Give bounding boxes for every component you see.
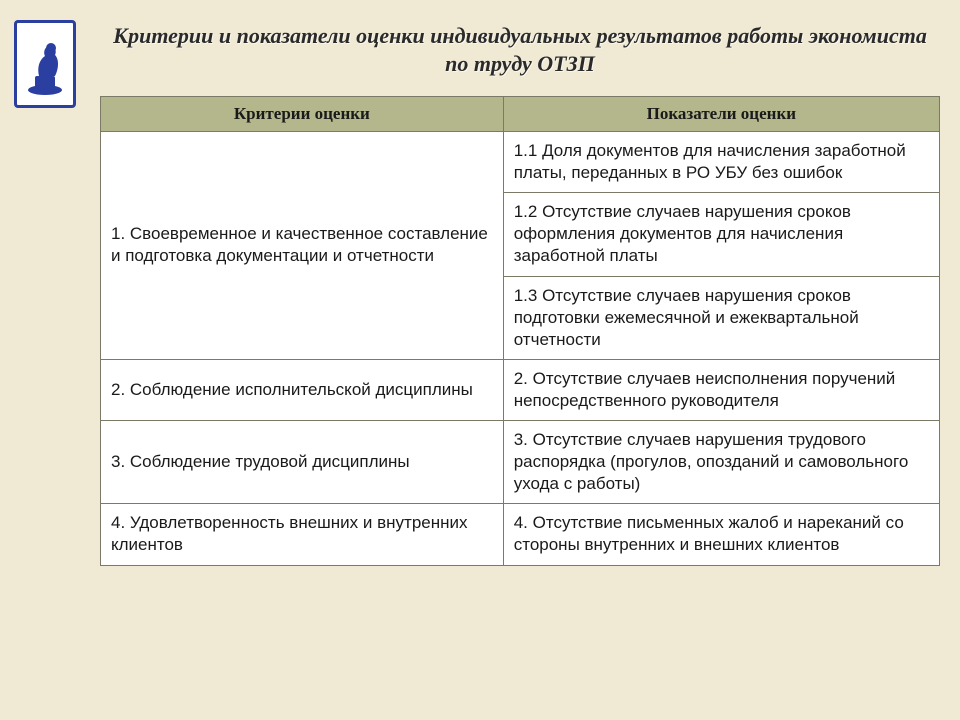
indicator-cell: 1.3 Отсутствие случаев нарушения сроков …: [503, 276, 939, 359]
indicator-cell: 3. Отсутствие случаев нарушения трудовог…: [503, 421, 939, 504]
table-row: 1. Своевременное и качественное составле…: [101, 132, 940, 193]
col-header-indicators: Показатели оценки: [503, 97, 939, 132]
indicator-cell: 4. Отсутствие письменных жалоб и нарекан…: [503, 504, 939, 565]
criterion-cell: 3. Соблюдение трудовой дисциплины: [101, 421, 504, 504]
table-row: 3. Соблюдение трудовой дисциплины 3. Отс…: [101, 421, 940, 504]
indicator-cell: 2. Отсутствие случаев неисполнения поруч…: [503, 359, 939, 420]
page-title: Критерии и показатели оценки индивидуаль…: [100, 22, 940, 77]
table-row: 4. Удовлетворенность внешних и внутренни…: [101, 504, 940, 565]
table-row: 2. Соблюдение исполнительской дисциплины…: [101, 359, 940, 420]
criterion-cell: 4. Удовлетворенность внешних и внутренни…: [101, 504, 504, 565]
table-header-row: Критерии оценки Показатели оценки: [101, 97, 940, 132]
thinker-statue-icon: [25, 32, 65, 96]
criteria-table-container: Критерии оценки Показатели оценки 1. Сво…: [100, 96, 940, 566]
indicator-cell: 1.1 Доля документов для начисления зараб…: [503, 132, 939, 193]
logo: [14, 20, 76, 108]
col-header-criteria: Критерии оценки: [101, 97, 504, 132]
criterion-cell: 2. Соблюдение исполнительской дисциплины: [101, 359, 504, 420]
criteria-table: Критерии оценки Показатели оценки 1. Сво…: [100, 96, 940, 566]
indicator-cell: 1.2 Отсутствие случаев нарушения сроков …: [503, 193, 939, 276]
criterion-cell: 1. Своевременное и качественное составле…: [101, 132, 504, 360]
